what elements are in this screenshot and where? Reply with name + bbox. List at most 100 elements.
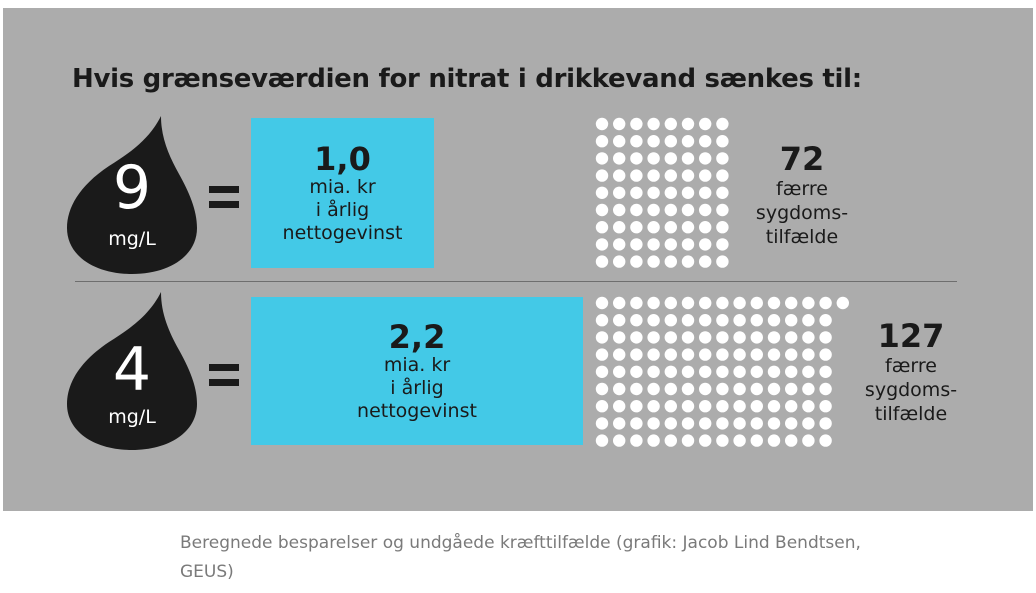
- limit-value: 9: [112, 153, 152, 223]
- case-dot: [595, 365, 609, 378]
- case-dot: [819, 348, 832, 361]
- case-dot: [733, 348, 746, 361]
- case-dot: [699, 417, 712, 430]
- case-dot: [647, 152, 660, 165]
- case-dot: [595, 296, 609, 310]
- case-dot: [767, 331, 781, 344]
- case-dot: [630, 135, 643, 148]
- case-dot: [767, 314, 781, 327]
- case-dot: [630, 348, 643, 361]
- case-dot: [613, 186, 626, 199]
- case-dot: [647, 135, 660, 148]
- case-dot: [613, 348, 626, 361]
- case-dot: [733, 382, 746, 396]
- limit-value: 4: [112, 335, 152, 405]
- gain-line: mia. kr: [383, 353, 451, 376]
- case-dot: [819, 382, 832, 396]
- case-dot: [613, 203, 626, 217]
- case-dot: [750, 417, 763, 430]
- case-dot: [664, 400, 677, 413]
- case-dot: [750, 365, 763, 378]
- case-dot: [716, 382, 729, 396]
- case-dot: [750, 348, 763, 361]
- case-dot: [664, 314, 677, 327]
- case-dot: [836, 296, 849, 310]
- case-dot: [785, 365, 798, 378]
- case-dot: [647, 238, 660, 251]
- case-dot: [716, 203, 729, 217]
- case-dot: [630, 238, 643, 251]
- case-dot: [595, 382, 609, 396]
- case-dot: [802, 331, 815, 344]
- case-dot: [595, 331, 609, 344]
- drop-9-mgl: 9 mg/L: [67, 116, 197, 276]
- case-dot: [681, 331, 695, 344]
- case-dot: [699, 117, 712, 131]
- case-dot: [802, 434, 815, 447]
- case-dot: [716, 135, 729, 148]
- case-dot: [699, 314, 712, 327]
- drop-4-mgl: 4 mg/L: [67, 292, 197, 452]
- case-dot: [613, 135, 626, 148]
- case-dot: [630, 169, 643, 182]
- case-dot: [664, 221, 677, 234]
- gain-value: 2,2: [388, 317, 446, 356]
- case-dot: [716, 117, 729, 131]
- case-dot: [767, 417, 781, 430]
- case-dot: [681, 382, 695, 396]
- cases-line: sygdoms-: [864, 379, 958, 401]
- gain-line: i årlig: [390, 376, 444, 399]
- case-dot: [630, 382, 643, 396]
- case-dot: [716, 434, 729, 447]
- case-dot: [716, 400, 729, 413]
- case-dot: [819, 296, 832, 310]
- case-dot: [733, 434, 746, 447]
- case-dot: [630, 331, 643, 344]
- cases-value: 127: [877, 317, 945, 355]
- case-dot: [595, 255, 609, 268]
- case-dot: [613, 221, 626, 234]
- case-dot: [716, 296, 729, 310]
- case-dot: [613, 117, 626, 131]
- case-dot: [647, 348, 660, 361]
- case-dot: [819, 417, 832, 430]
- case-dot: [785, 400, 798, 413]
- case-dot: [647, 255, 660, 268]
- case-dot: [681, 135, 695, 148]
- case-dot: [699, 400, 712, 413]
- case-dot: [681, 221, 695, 234]
- case-dot: [664, 255, 677, 268]
- case-dot: [595, 221, 609, 234]
- case-dot: [716, 348, 729, 361]
- cases-label: 72 færre sygdoms- tilfælde: [737, 141, 867, 249]
- case-dot: [681, 365, 695, 378]
- case-dot: [802, 314, 815, 327]
- case-dot: [767, 400, 781, 413]
- case-dot: [716, 186, 729, 199]
- limit-unit: mg/L: [108, 406, 156, 428]
- figure-caption: Beregnede besparelser og undgåede kræftt…: [180, 533, 861, 582]
- case-dot: [733, 296, 746, 310]
- case-dot: [785, 296, 798, 310]
- case-dot: [681, 238, 695, 251]
- case-dot: [630, 203, 643, 217]
- case-dot: [750, 434, 763, 447]
- case-dot: [595, 348, 609, 361]
- gain-line: nettogevinst: [357, 399, 477, 422]
- case-dot: [819, 434, 832, 447]
- case-dot: [716, 365, 729, 378]
- case-dot: [767, 365, 781, 378]
- case-dot: [699, 203, 712, 217]
- case-dot: [595, 203, 609, 217]
- gain-bar: 1,0 mia. kr i årlig nettogevinst: [251, 118, 434, 268]
- case-dot: [716, 238, 729, 251]
- case-dot: [699, 135, 712, 148]
- case-dot: [613, 400, 626, 413]
- case-dot: [664, 331, 677, 344]
- case-dot: [664, 186, 677, 199]
- equals-sign: [209, 186, 239, 210]
- case-dot: [716, 169, 729, 182]
- equals-sign: [209, 364, 239, 388]
- case-dot: [785, 434, 798, 447]
- case-dot: [613, 331, 626, 344]
